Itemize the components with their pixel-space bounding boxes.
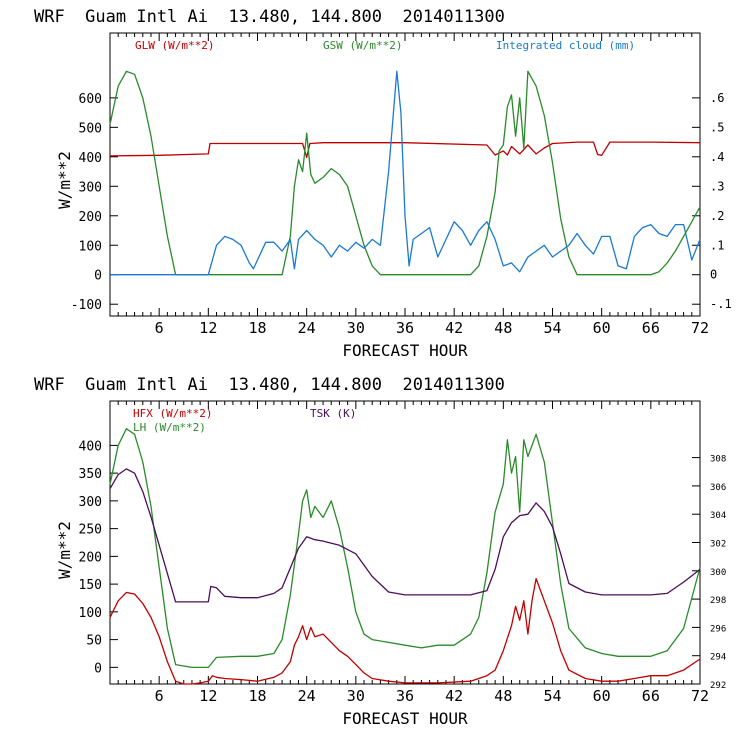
y-tick-label: 400 xyxy=(79,151,102,166)
y2-tick-label: 306 xyxy=(710,483,726,493)
panel-top-plot-frame xyxy=(109,32,701,317)
y-tick-label: 100 xyxy=(79,606,102,621)
panel-bottom-title: WRF Guam Intl Ai 13.480, 144.800 2014011… xyxy=(34,375,505,395)
y2-tick-label: 292 xyxy=(710,681,726,691)
x-tick-label: 30 xyxy=(347,319,365,337)
x-tick-label: 36 xyxy=(396,687,414,705)
y2-tick-label: 294 xyxy=(710,653,726,663)
y-tick-label: 350 xyxy=(79,467,102,482)
x-tick-label: 48 xyxy=(494,319,512,337)
y2-tick-label: 0 xyxy=(710,268,717,282)
y-tick-label: 50 xyxy=(86,634,102,649)
x-tick-label: 54 xyxy=(543,319,561,337)
y2-tick-label: -.1 xyxy=(710,297,732,311)
series-line-tsk xyxy=(109,468,701,603)
series-line-lh xyxy=(109,428,701,669)
y2-tick-label: 308 xyxy=(710,455,726,465)
legend-lh: LH (W/m**2) xyxy=(133,421,206,434)
y2-tick-label: .4 xyxy=(710,150,724,164)
legend-hfx: HFX (W/m**2) xyxy=(133,407,212,420)
legend-tsk: TSK (K) xyxy=(310,407,356,420)
y2-tick-label: 300 xyxy=(710,568,726,578)
x-tick-label: 42 xyxy=(445,687,463,705)
y-tick-label: 200 xyxy=(79,210,102,225)
x-tick-label: 60 xyxy=(593,319,611,337)
panel-top-series xyxy=(109,70,701,276)
x-tick-label: 42 xyxy=(445,319,463,337)
legend-gsw: GSW (W/m**2) xyxy=(323,39,402,52)
series-line-hfx xyxy=(109,577,701,685)
panel-top-ticks: 6 12 18 24 30 36 42 48 54 60 66 72 -100 0 100 200 300 400… xyxy=(71,33,732,337)
y2-tick-label: 298 xyxy=(710,596,726,606)
series-line-integrated xyxy=(110,70,701,276)
x-tick-label: 48 xyxy=(494,687,512,705)
x-tick-label: 12 xyxy=(199,319,217,337)
series-line-glw xyxy=(109,141,701,159)
panel-bottom-series xyxy=(109,428,701,685)
y2-tick-label: .6 xyxy=(710,91,724,105)
panel-bottom-ticks: 6 12 18 24 30 36 42 48 54 60 66 72 0 50 100 150 200 250 30… xyxy=(79,401,726,705)
y-tick-label: 100 xyxy=(79,239,102,254)
y-tick-label: 300 xyxy=(79,180,102,195)
x-tick-label: 12 xyxy=(199,687,217,705)
panel-top-legend: GLW (W/m**2) GSW (W/m**2) Integrated clo… xyxy=(135,39,635,52)
x-tick-label: 54 xyxy=(543,687,561,705)
y2-tick-label: .1 xyxy=(710,238,724,252)
y2-tick-label: .5 xyxy=(710,120,724,134)
y-tick-label: 0 xyxy=(94,269,102,284)
panel-top-xlabel: FORECAST HOUR xyxy=(342,341,468,360)
x-tick-label: 72 xyxy=(691,319,709,337)
y2-tick-label: 302 xyxy=(710,540,726,550)
y-tick-label: 500 xyxy=(79,121,102,136)
legend-glw: GLW (W/m**2) xyxy=(135,39,214,52)
y2-tick-label: 296 xyxy=(710,624,726,634)
x-tick-label: 24 xyxy=(298,319,316,337)
y-tick-label: 200 xyxy=(79,550,102,565)
panel-bottom-legend: HFX (W/m**2) LH (W/m**2) TSK (K) xyxy=(133,407,356,434)
x-tick-label: 18 xyxy=(248,319,266,337)
y-tick-label: 600 xyxy=(79,92,102,107)
y-tick-label: 150 xyxy=(79,578,102,593)
x-tick-label: 66 xyxy=(642,319,660,337)
x-tick-label: 6 xyxy=(155,687,164,705)
panel-top: WRF Guam Intl Ai 13.480, 144.800 2014011… xyxy=(34,7,732,360)
x-tick-label: 60 xyxy=(593,687,611,705)
x-tick-label: 72 xyxy=(691,687,709,705)
panel-bottom: WRF Guam Intl Ai 13.480, 144.800 2014011… xyxy=(34,375,726,728)
plot-border xyxy=(109,400,701,685)
panel-top-title: WRF Guam Intl Ai 13.480, 144.800 2014011… xyxy=(34,7,505,27)
y-tick-label: 0 xyxy=(94,661,102,676)
x-tick-label: 6 xyxy=(155,319,164,337)
x-tick-label: 18 xyxy=(248,687,266,705)
legend-cloud: Integrated cloud (mm) xyxy=(496,39,635,52)
y-tick-label: 300 xyxy=(79,495,102,510)
y2-tick-label: .3 xyxy=(710,179,724,193)
panel-bottom-plot-frame xyxy=(109,400,701,685)
plot-border xyxy=(109,32,701,317)
y-tick-label: 250 xyxy=(79,523,102,538)
y-tick-label: 400 xyxy=(79,439,102,454)
panel-top-ylabel: W/m**2 xyxy=(55,151,74,209)
panel-bottom-xlabel: FORECAST HOUR xyxy=(342,709,468,728)
y-tick-label: -100 xyxy=(71,298,102,313)
y2-tick-label: .2 xyxy=(710,209,724,223)
panel-bottom-ylabel: W/m**2 xyxy=(55,521,74,579)
x-tick-label: 30 xyxy=(347,687,365,705)
x-tick-label: 66 xyxy=(642,687,660,705)
x-tick-label: 36 xyxy=(396,319,414,337)
y2-tick-label: 304 xyxy=(710,511,726,521)
x-tick-label: 24 xyxy=(298,687,316,705)
